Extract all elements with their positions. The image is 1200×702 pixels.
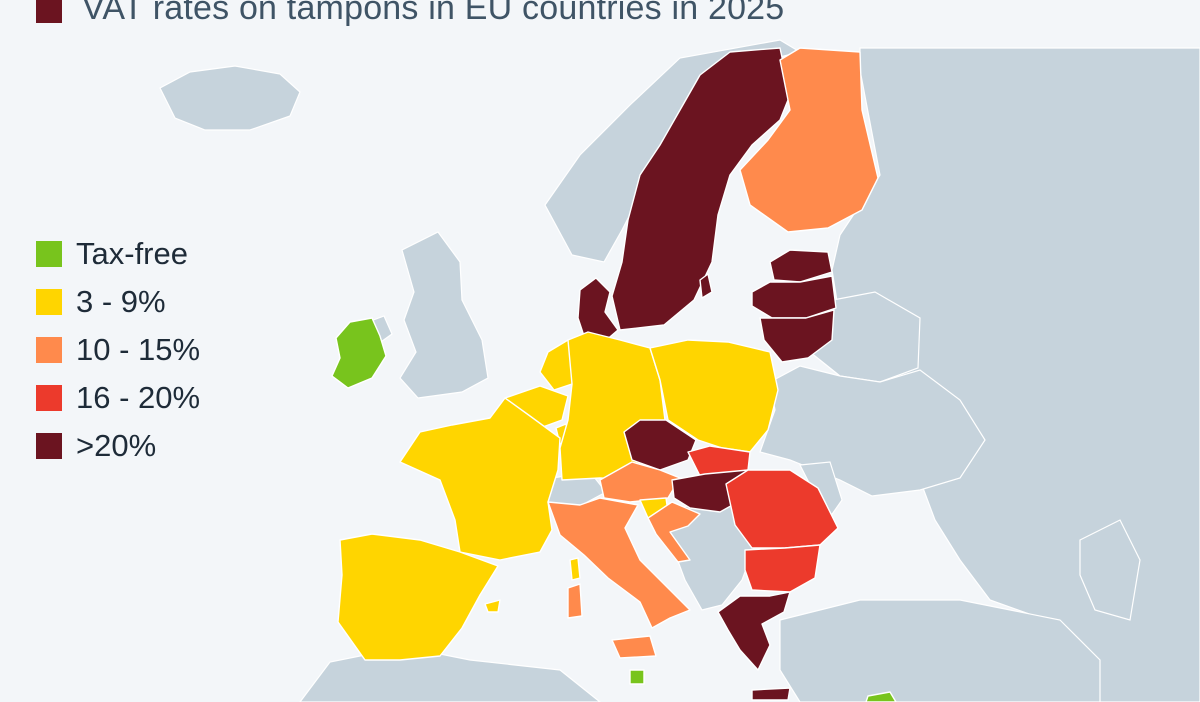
eu-countries [331,47,897,702]
legend-swatch [36,385,62,411]
island-corsica [569,557,581,581]
legend-label: >20% [76,428,157,463]
legend-item-low: 3 - 9% [36,278,200,326]
legend-item-mid: 10 - 15% [36,326,200,374]
country-latvia [751,275,837,319]
non-eu-land [159,39,1200,702]
caspian-region [1079,519,1141,621]
great-britain [399,231,489,399]
chart-title: VAT rates on tampons in EU countries in … [36,0,784,30]
country-croatia [647,501,701,563]
legend-item-top: >20% [36,422,200,470]
legend-swatch [36,289,62,315]
legend-swatch [36,241,62,267]
legend-swatch [36,433,62,459]
title-swatch [36,0,62,23]
country-ireland [331,317,387,389]
country-czechia [623,419,697,471]
island-sardinia [567,583,583,619]
island-sicily [611,635,657,659]
country-malta [629,669,645,685]
country-france [399,397,561,561]
country-spain [337,533,499,661]
country-greece [717,591,791,671]
legend: Tax-free 3 - 9% 10 - 15% 16 - 20% >20% [36,230,200,470]
country-italy [547,497,691,629]
legend-label: Tax-free [76,236,188,271]
legend-swatch [36,337,62,363]
legend-label: 10 - 15% [76,332,201,367]
iceland [159,65,301,131]
country-sweden [611,47,791,331]
title-text: VAT rates on tampons in EU countries in … [82,0,785,27]
country-finland [739,47,879,233]
country-cyprus [865,691,897,702]
legend-item-taxfree: Tax-free [36,230,200,278]
island-balearics [484,599,501,613]
north-africa [299,649,601,702]
country-bulgaria [744,544,821,593]
legend-label: 16 - 20% [76,380,201,415]
country-poland [649,339,779,453]
legend-label: 3 - 9% [76,284,166,319]
turkey [779,599,1101,702]
legend-item-high: 16 - 20% [36,374,200,422]
country-estonia [769,249,833,283]
island-crete [751,687,791,701]
country-lithuania [759,309,835,363]
island-gotland [699,273,713,299]
country-romania [725,469,839,549]
